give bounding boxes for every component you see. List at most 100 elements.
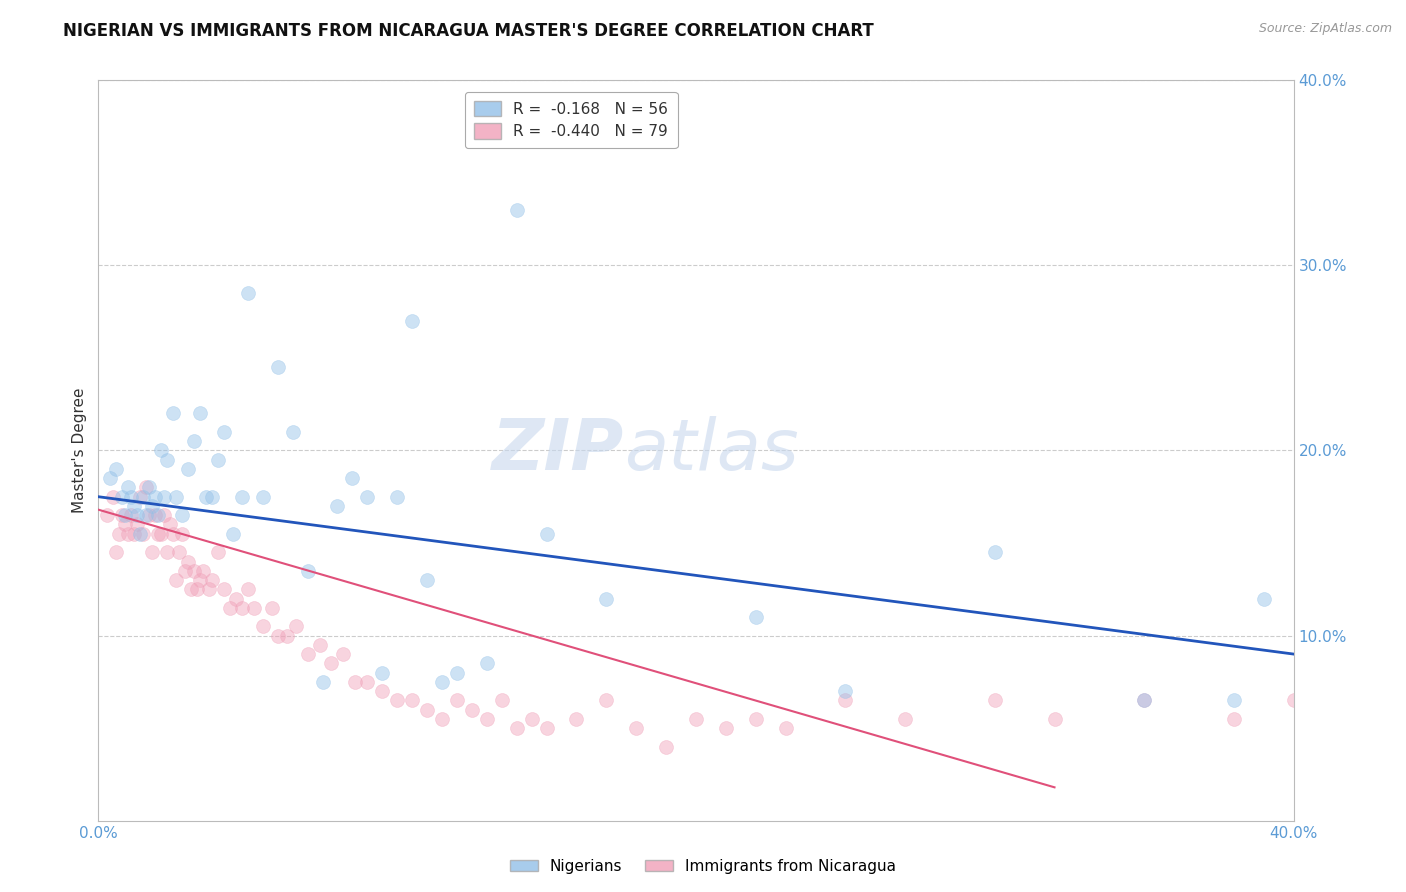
Point [446, 665, 468, 680]
Point [141, 545, 163, 559]
Point [311, 674, 333, 689]
Point [984, 545, 1007, 559]
Point [132, 490, 155, 504]
Point [356, 674, 378, 689]
Point [267, 360, 290, 375]
Point [111, 490, 134, 504]
Point [231, 600, 253, 615]
Point [105, 545, 128, 559]
Point [252, 619, 274, 633]
Text: atlas: atlas [624, 416, 799, 485]
Point [114, 508, 136, 523]
Text: Source: ZipAtlas.com: Source: ZipAtlas.com [1258, 22, 1392, 36]
Point [252, 490, 274, 504]
Point [332, 647, 354, 661]
Point [356, 490, 378, 504]
Point [143, 508, 166, 523]
Point [243, 600, 266, 615]
Point [430, 674, 453, 689]
Point [655, 739, 678, 754]
Point [135, 481, 157, 495]
Legend: R =  -0.168   N = 56, R =  -0.440   N = 79: R = -0.168 N = 56, R = -0.440 N = 79 [464, 92, 678, 148]
Point [446, 693, 468, 707]
Point [297, 564, 319, 578]
Point [344, 674, 367, 689]
Point [117, 526, 139, 541]
Point [167, 545, 190, 559]
Point [172, 526, 194, 541]
Point [98, 471, 122, 485]
Point [201, 490, 224, 504]
Point [117, 481, 139, 495]
Point [156, 452, 179, 467]
Point [212, 582, 235, 597]
Point [135, 508, 157, 523]
Point [225, 591, 247, 606]
Point [834, 693, 856, 707]
Point [1043, 712, 1066, 726]
Point [201, 573, 224, 587]
Point [150, 443, 173, 458]
Point [775, 721, 797, 735]
Point [506, 202, 529, 217]
Point [129, 526, 152, 541]
Point [156, 545, 179, 559]
Point [162, 526, 184, 541]
Point [124, 526, 146, 541]
Point [159, 517, 181, 532]
Point [894, 712, 917, 726]
Point [260, 600, 283, 615]
Point [308, 638, 330, 652]
Point [105, 462, 128, 476]
Point [267, 628, 290, 642]
Point [150, 526, 173, 541]
Point [536, 721, 558, 735]
Point [188, 573, 211, 587]
Point [276, 628, 298, 642]
Point [595, 693, 617, 707]
Point [180, 582, 202, 597]
Point [834, 684, 856, 698]
Point [1133, 693, 1156, 707]
Point [401, 314, 423, 328]
Point [984, 693, 1007, 707]
Point [177, 462, 200, 476]
Point [103, 490, 125, 504]
Point [177, 554, 200, 569]
Point [416, 703, 439, 717]
Point [172, 508, 194, 523]
Point [491, 693, 513, 707]
Point [297, 647, 319, 661]
Point [321, 657, 343, 671]
Point [475, 657, 498, 671]
Point [111, 508, 134, 523]
Point [191, 564, 214, 578]
Point [186, 582, 208, 597]
Point [141, 499, 163, 513]
Point [132, 526, 155, 541]
Point [96, 508, 118, 523]
Point [124, 499, 146, 513]
Legend: Nigerians, Immigrants from Nicaragua: Nigerians, Immigrants from Nicaragua [503, 853, 903, 880]
Point [475, 712, 498, 726]
Point [655, 128, 678, 143]
Point [326, 499, 349, 513]
Point [153, 508, 176, 523]
Point [143, 490, 166, 504]
Point [198, 582, 221, 597]
Point [108, 526, 131, 541]
Point [174, 564, 197, 578]
Point [385, 693, 409, 707]
Point [714, 721, 737, 735]
Point [745, 712, 768, 726]
Point [114, 517, 136, 532]
Point [520, 712, 543, 726]
Point [506, 721, 529, 735]
Point [148, 508, 170, 523]
Point [1253, 591, 1275, 606]
Point [536, 526, 558, 541]
Point [165, 573, 187, 587]
Point [1282, 693, 1305, 707]
Point [236, 286, 259, 301]
Point [207, 452, 229, 467]
